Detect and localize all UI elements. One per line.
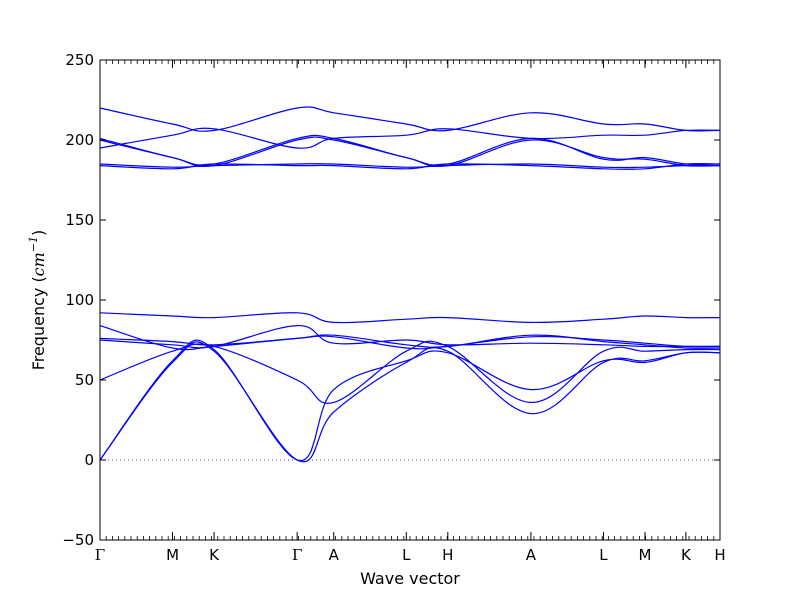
y-tick-label: 100	[65, 291, 94, 309]
band-line-6	[99, 334, 721, 349]
y-tick-label: 150	[65, 211, 94, 229]
x-tick-label: L	[402, 546, 411, 564]
y-tick-label: 200	[65, 131, 94, 149]
band-line-2	[99, 339, 721, 461]
x-tick-label: H	[442, 546, 453, 564]
y-tick-label: 50	[75, 371, 94, 389]
plot-frame	[99, 59, 721, 541]
x-axis-label: Wave vector	[360, 569, 460, 588]
band-line-5	[99, 325, 721, 351]
band-line-12	[99, 127, 721, 149]
band-line-11	[99, 136, 721, 167]
y-axis-label-prefix: Frequency (	[29, 276, 48, 370]
y-tick-label: 0	[84, 451, 94, 469]
x-tick-label: L	[599, 546, 608, 564]
y-tick-label: 250	[65, 51, 94, 69]
x-tick-label: K	[209, 546, 220, 564]
y-axis-label-unit: cm	[29, 252, 48, 276]
x-tick-label: H	[714, 546, 725, 564]
y-tick-label: −50	[62, 531, 94, 549]
band-line-7	[99, 312, 721, 324]
x-tick-label: Γ	[292, 546, 302, 564]
x-tick-label: A	[329, 546, 340, 564]
x-tick-label: K	[681, 546, 692, 564]
x-tick-label: M	[166, 546, 179, 564]
y-axis-label-suffix: )	[29, 230, 48, 236]
y-axis-label-exponent: −1	[27, 236, 40, 252]
x-tick-label: A	[526, 546, 537, 564]
y-axis-label: Frequency (cm−1)	[27, 230, 48, 371]
band-line-1	[99, 341, 721, 463]
x-tick-label: Γ	[95, 546, 105, 564]
x-tick-label: M	[639, 546, 652, 564]
band-line-13	[99, 106, 721, 132]
